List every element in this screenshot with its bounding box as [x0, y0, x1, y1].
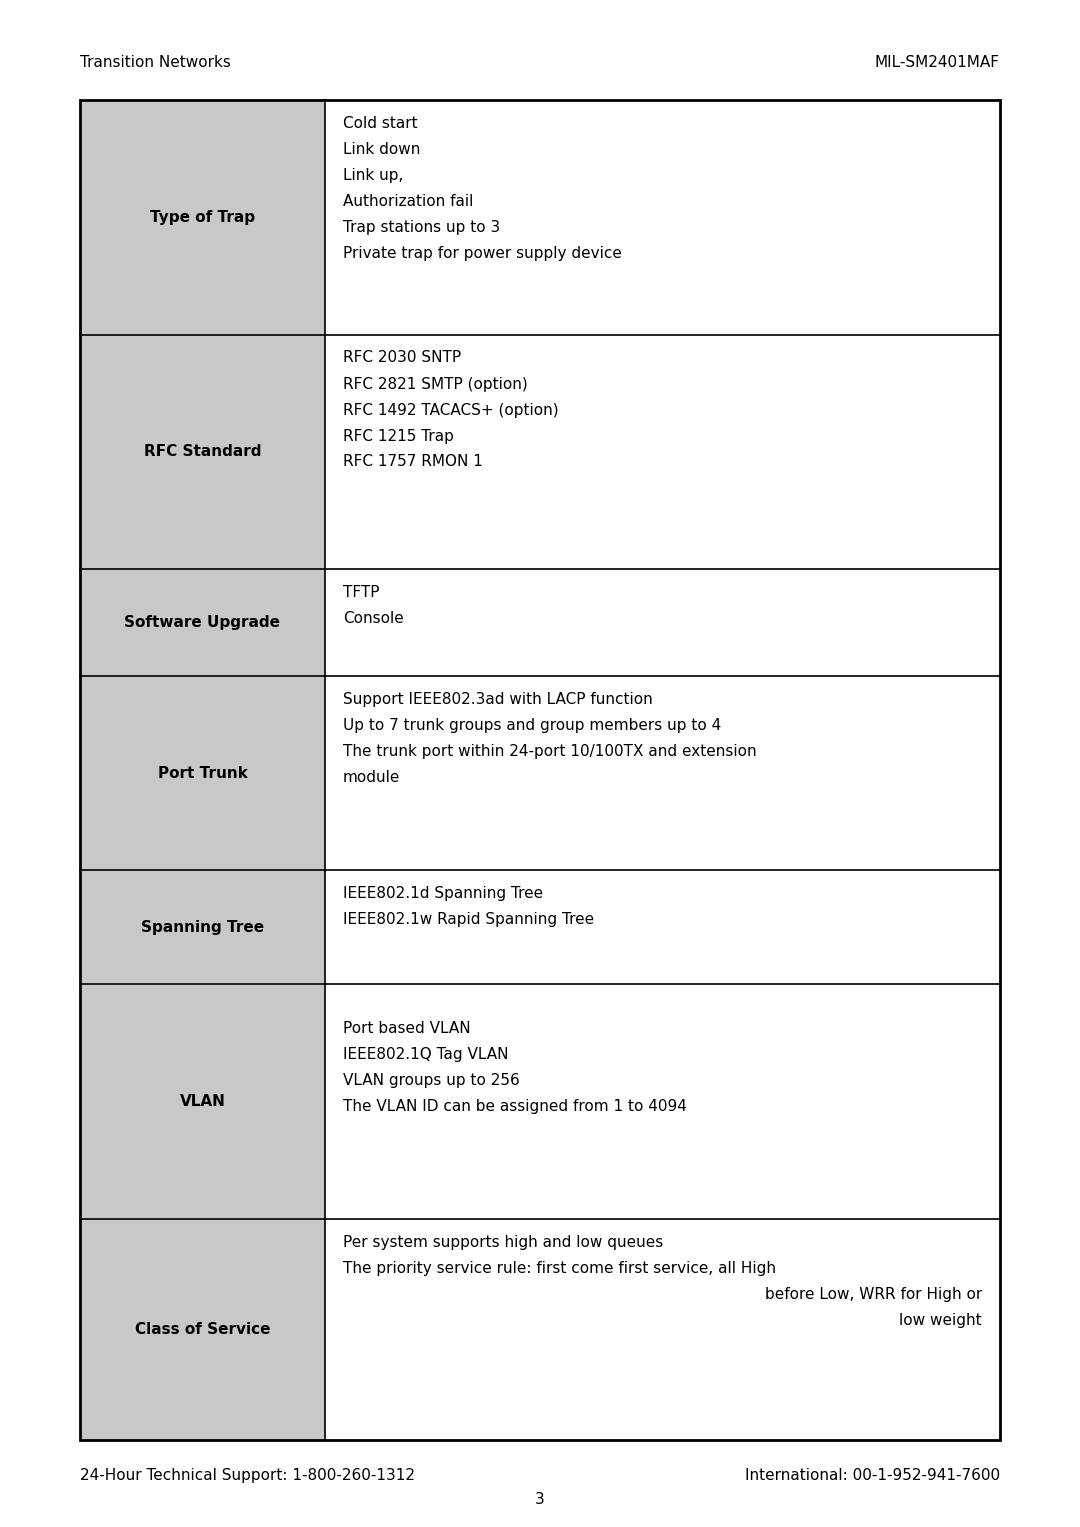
Text: VLAN: VLAN [179, 1095, 226, 1109]
Text: Software Upgrade: Software Upgrade [124, 615, 281, 631]
Text: VLAN groups up to 256: VLAN groups up to 256 [343, 1073, 519, 1089]
Text: module: module [343, 770, 401, 785]
Text: Type of Trap: Type of Trap [150, 209, 255, 224]
Text: Transition Networks: Transition Networks [80, 55, 231, 70]
Text: RFC 1492 TACACS+ (option): RFC 1492 TACACS+ (option) [343, 403, 558, 417]
Bar [80, 99, 1000, 1440]
Text: Support IEEE802.3ad with LACP function: Support IEEE802.3ad with LACP function [343, 692, 652, 707]
Bar [80, 334, 325, 570]
Text: Spanning Tree: Spanning Tree [140, 919, 265, 935]
Text: 24-Hour Technical Support: 1-800-260-1312: 24-Hour Technical Support: 1-800-260-131… [80, 1467, 415, 1483]
Text: Per system supports high and low queues: Per system supports high and low queues [343, 1235, 663, 1251]
Text: RFC 2821 SMTP (option): RFC 2821 SMTP (option) [343, 377, 528, 391]
Text: IEEE802.1d Spanning Tree: IEEE802.1d Spanning Tree [343, 887, 543, 901]
Bar [80, 676, 325, 870]
Text: before Low, WRR for High or: before Low, WRR for High or [765, 1287, 982, 1303]
Text: MIL-SM2401MAF: MIL-SM2401MAF [875, 55, 1000, 70]
Bar [80, 99, 325, 334]
Bar [80, 570, 325, 676]
Text: low weight: low weight [900, 1313, 982, 1328]
Text: RFC 2030 SNTP: RFC 2030 SNTP [343, 351, 461, 365]
Text: The trunk port within 24-port 10/100TX and extension: The trunk port within 24-port 10/100TX a… [343, 744, 757, 759]
Text: Console: Console [343, 611, 404, 626]
Text: Up to 7 trunk groups and group members up to 4: Up to 7 trunk groups and group members u… [343, 718, 721, 733]
Text: RFC Standard: RFC Standard [144, 444, 261, 460]
Text: Cold start: Cold start [343, 116, 418, 131]
Bar [80, 99, 1000, 1440]
Text: Private trap for power supply device: Private trap for power supply device [343, 246, 622, 261]
Bar [80, 985, 325, 1219]
Bar [80, 1219, 325, 1440]
Text: TFTP: TFTP [343, 585, 379, 600]
Text: RFC 1757 RMON 1: RFC 1757 RMON 1 [343, 455, 483, 469]
Text: Port based VLAN: Port based VLAN [343, 1022, 471, 1037]
Text: Class of Service: Class of Service [135, 1322, 270, 1338]
Text: Authorization fail: Authorization fail [343, 194, 473, 209]
Text: IEEE802.1Q Tag VLAN: IEEE802.1Q Tag VLAN [343, 1048, 509, 1063]
Text: 3: 3 [535, 1492, 545, 1507]
Text: Link up,: Link up, [343, 168, 403, 183]
Text: The VLAN ID can be assigned from 1 to 4094: The VLAN ID can be assigned from 1 to 40… [343, 1099, 687, 1115]
Text: RFC 1215 Trap: RFC 1215 Trap [343, 429, 454, 443]
Text: Port Trunk: Port Trunk [158, 767, 247, 780]
Text: The priority service rule: first come first service, all High: The priority service rule: first come fi… [343, 1261, 777, 1277]
Text: International: 00-1-952-941-7600: International: 00-1-952-941-7600 [745, 1467, 1000, 1483]
Bar [80, 870, 325, 985]
Text: Link down: Link down [343, 142, 420, 157]
Text: Trap stations up to 3: Trap stations up to 3 [343, 220, 500, 235]
Text: IEEE802.1w Rapid Spanning Tree: IEEE802.1w Rapid Spanning Tree [343, 913, 594, 927]
